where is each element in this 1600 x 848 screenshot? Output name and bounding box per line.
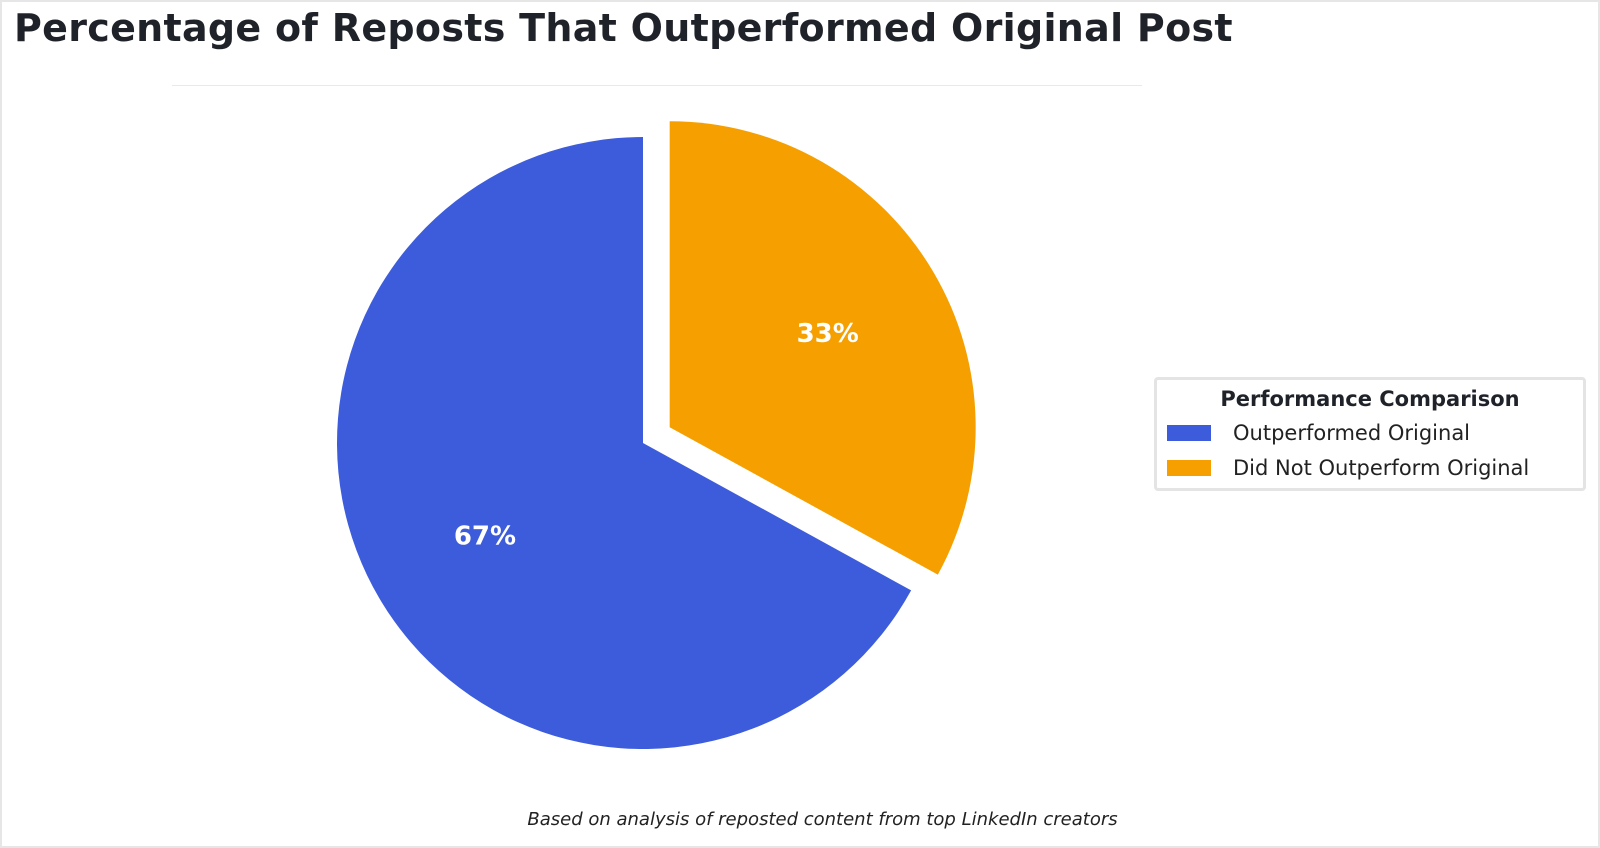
pie-slice-outperformed — [337, 137, 912, 749]
title-divider — [172, 85, 1142, 86]
legend-swatch-outperformed — [1167, 425, 1211, 441]
legend-title: Performance Comparison — [1220, 387, 1520, 411]
pie-slice-did-not-outperform — [669, 121, 976, 575]
pie-slice-labels: 67% 33% — [454, 319, 859, 552]
chart-caption: Based on analysis of reposted content fr… — [527, 809, 1118, 830]
legend-swatch-did-not-outperform — [1167, 460, 1211, 476]
legend-label-outperformed: Outperformed Original — [1233, 421, 1471, 445]
legend-item-outperformed: Outperformed Original — [1167, 419, 1470, 447]
legend-label-did-not-outperform: Did Not Outperform Original — [1233, 456, 1530, 480]
legend-item-did-not-outperform: Did Not Outperform Original — [1167, 454, 1529, 482]
slice-label-outperformed: 67% — [454, 521, 516, 551]
pie-slices — [337, 121, 976, 749]
slice-label-did-not-outperform: 33% — [797, 319, 859, 349]
legend: Performance Comparison Outperformed Orig… — [1154, 377, 1586, 491]
chart-title: Percentage of Reposts That Outperformed … — [14, 6, 1233, 50]
